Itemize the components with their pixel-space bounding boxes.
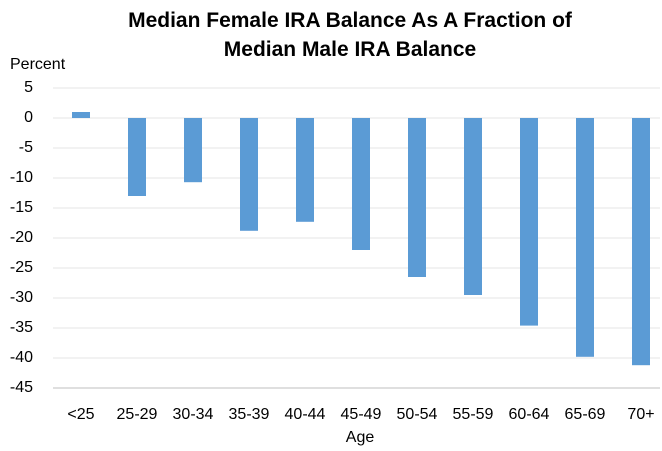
y-tick-label: -15 — [10, 199, 33, 216]
y-tick-label: -40 — [10, 349, 33, 366]
bar — [520, 118, 538, 326]
bar — [408, 118, 426, 277]
x-tick-label: 65-69 — [565, 406, 606, 423]
x-tick-label: 55-59 — [453, 406, 494, 423]
bar — [576, 118, 594, 357]
bar — [464, 118, 482, 295]
y-tick-label: -35 — [10, 319, 33, 336]
x-tick-label: 50-54 — [397, 406, 438, 423]
y-tick-label: -5 — [19, 139, 33, 156]
x-axis-label: Age — [346, 429, 375, 446]
y-tick-label: -30 — [10, 289, 33, 306]
x-tick-label: 45-49 — [341, 406, 382, 423]
y-tick-label: -45 — [10, 379, 33, 396]
bar — [128, 118, 146, 196]
bar — [240, 118, 258, 231]
chart-title: Median Female IRA Balance As A Fraction … — [128, 9, 572, 61]
x-tick-label: 35-39 — [229, 406, 270, 423]
y-tick-label: 0 — [24, 109, 33, 126]
bar — [632, 118, 650, 366]
bar — [72, 112, 90, 118]
bar — [352, 118, 370, 250]
bar — [184, 118, 202, 183]
y-tick-label: -25 — [10, 259, 33, 276]
x-tick-label: 30-34 — [173, 406, 214, 423]
y-tick-label: -10 — [10, 169, 33, 186]
x-tick-label: 25-29 — [117, 406, 158, 423]
bar — [296, 118, 314, 222]
y-tick-label: 5 — [24, 79, 33, 96]
x-tick-label: <25 — [67, 406, 94, 423]
x-tick-label: 70+ — [627, 406, 654, 423]
y-tick-label: -20 — [10, 229, 33, 246]
x-tick-label: 60-64 — [509, 406, 550, 423]
x-tick-label: 40-44 — [285, 406, 326, 423]
y-axis-label: Percent — [10, 56, 66, 73]
